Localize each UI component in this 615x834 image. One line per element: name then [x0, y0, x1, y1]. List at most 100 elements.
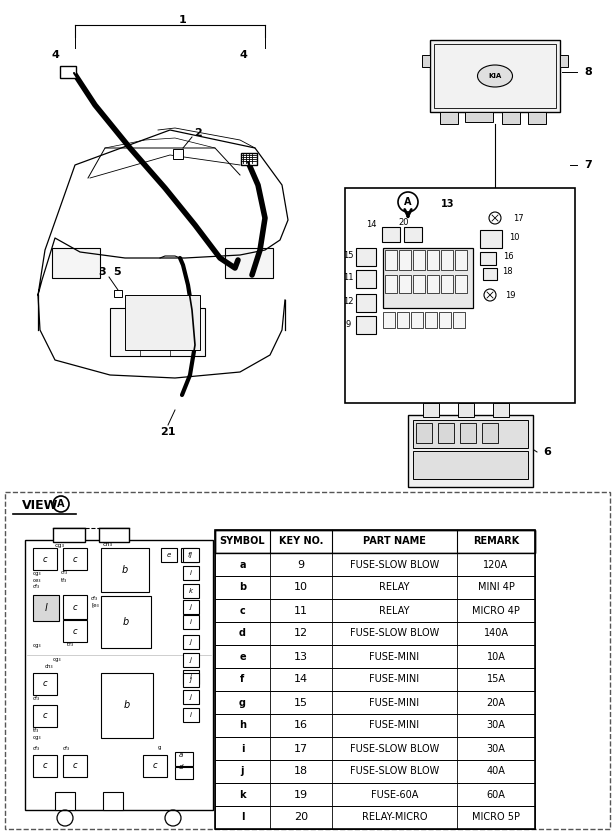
- Bar: [215, 783, 535, 806]
- Text: 30A: 30A: [486, 743, 506, 753]
- Bar: [99, 528, 129, 542]
- Text: 20A: 20A: [486, 697, 506, 707]
- Text: 10: 10: [294, 582, 308, 592]
- Text: 18: 18: [294, 766, 308, 776]
- Text: c: c: [42, 761, 47, 771]
- Text: c: c: [240, 605, 245, 615]
- Bar: [215, 691, 535, 714]
- Bar: [173, 149, 183, 159]
- Text: KEY NO.: KEY NO.: [279, 536, 323, 546]
- Text: k: k: [189, 588, 193, 594]
- Text: FUSE-SLOW BLOW: FUSE-SLOW BLOW: [350, 766, 439, 776]
- Bar: [125, 295, 200, 350]
- Text: 120A: 120A: [483, 560, 509, 570]
- Text: 14: 14: [366, 219, 376, 229]
- Text: h: h: [239, 721, 246, 731]
- Text: cg₃: cg₃: [33, 570, 42, 575]
- Bar: [52, 248, 100, 278]
- Bar: [427, 275, 439, 293]
- Text: FUSE-MINI: FUSE-MINI: [370, 651, 419, 661]
- Text: 19: 19: [294, 790, 308, 800]
- Text: cg₃: cg₃: [33, 736, 42, 741]
- Bar: [183, 635, 199, 649]
- Text: d: d: [239, 629, 246, 639]
- Bar: [181, 548, 197, 562]
- Text: RELAY: RELAY: [379, 605, 410, 615]
- Text: g: g: [239, 697, 246, 707]
- Text: c: c: [73, 626, 77, 636]
- Bar: [241, 153, 257, 165]
- Text: 30A: 30A: [486, 721, 506, 731]
- Text: A: A: [404, 197, 412, 207]
- Text: d: d: [179, 764, 183, 770]
- Text: PART NAME: PART NAME: [363, 536, 426, 546]
- Text: tf₃: tf₃: [61, 577, 68, 582]
- Bar: [161, 548, 177, 562]
- Text: 20: 20: [399, 218, 409, 227]
- Bar: [175, 752, 193, 766]
- Text: KIA: KIA: [488, 73, 502, 79]
- Text: ch₃: ch₃: [45, 665, 54, 670]
- Bar: [33, 595, 59, 621]
- Bar: [422, 55, 430, 67]
- Text: i: i: [190, 712, 192, 718]
- Text: FUSE-60A: FUSE-60A: [371, 790, 418, 800]
- Text: cf₃: cf₃: [33, 746, 40, 751]
- Text: 16: 16: [502, 252, 514, 260]
- Bar: [103, 792, 123, 810]
- Bar: [482, 423, 498, 443]
- Bar: [33, 755, 57, 777]
- Text: cf₃: cf₃: [61, 570, 68, 575]
- Text: 13: 13: [441, 199, 454, 209]
- Text: 10A: 10A: [486, 651, 506, 661]
- Text: b: b: [239, 582, 246, 592]
- Bar: [63, 595, 87, 619]
- Bar: [441, 275, 453, 293]
- Text: MICRO 4P: MICRO 4P: [472, 605, 520, 615]
- Bar: [63, 548, 87, 570]
- Text: j: j: [190, 604, 192, 610]
- Bar: [404, 227, 422, 242]
- Text: c: c: [42, 555, 47, 564]
- Text: j: j: [190, 657, 192, 663]
- Bar: [440, 112, 458, 124]
- Text: 17: 17: [294, 743, 308, 753]
- Bar: [25, 540, 213, 810]
- Text: 20: 20: [294, 812, 308, 822]
- Text: c: c: [73, 761, 77, 771]
- Text: 13: 13: [294, 651, 308, 661]
- Text: b: b: [124, 700, 130, 710]
- Text: 3: 3: [98, 267, 106, 277]
- Text: a: a: [239, 560, 246, 570]
- Bar: [215, 714, 535, 737]
- Bar: [399, 275, 411, 293]
- Bar: [560, 55, 568, 67]
- Text: j: j: [190, 677, 192, 683]
- Bar: [385, 250, 397, 270]
- Bar: [460, 423, 476, 443]
- Text: e: e: [239, 651, 246, 661]
- Text: RELAY: RELAY: [379, 582, 410, 592]
- Text: i: i: [190, 570, 192, 576]
- Text: 1: 1: [179, 15, 187, 25]
- Bar: [215, 553, 535, 576]
- Bar: [215, 530, 535, 829]
- Bar: [183, 548, 199, 562]
- Bar: [416, 423, 432, 443]
- Bar: [183, 670, 199, 684]
- Text: 21: 21: [161, 427, 176, 437]
- Bar: [455, 250, 467, 270]
- Text: b: b: [123, 617, 129, 627]
- Text: ce₃: ce₃: [33, 577, 42, 582]
- Bar: [110, 308, 205, 356]
- Text: cf₃: cf₃: [33, 696, 40, 701]
- Bar: [502, 112, 520, 124]
- Text: cf₃: cf₃: [33, 585, 40, 590]
- Bar: [183, 653, 199, 667]
- Text: 15: 15: [294, 697, 308, 707]
- Bar: [438, 423, 454, 443]
- Bar: [425, 312, 437, 328]
- Bar: [101, 673, 153, 738]
- Bar: [356, 248, 376, 266]
- Bar: [215, 760, 535, 783]
